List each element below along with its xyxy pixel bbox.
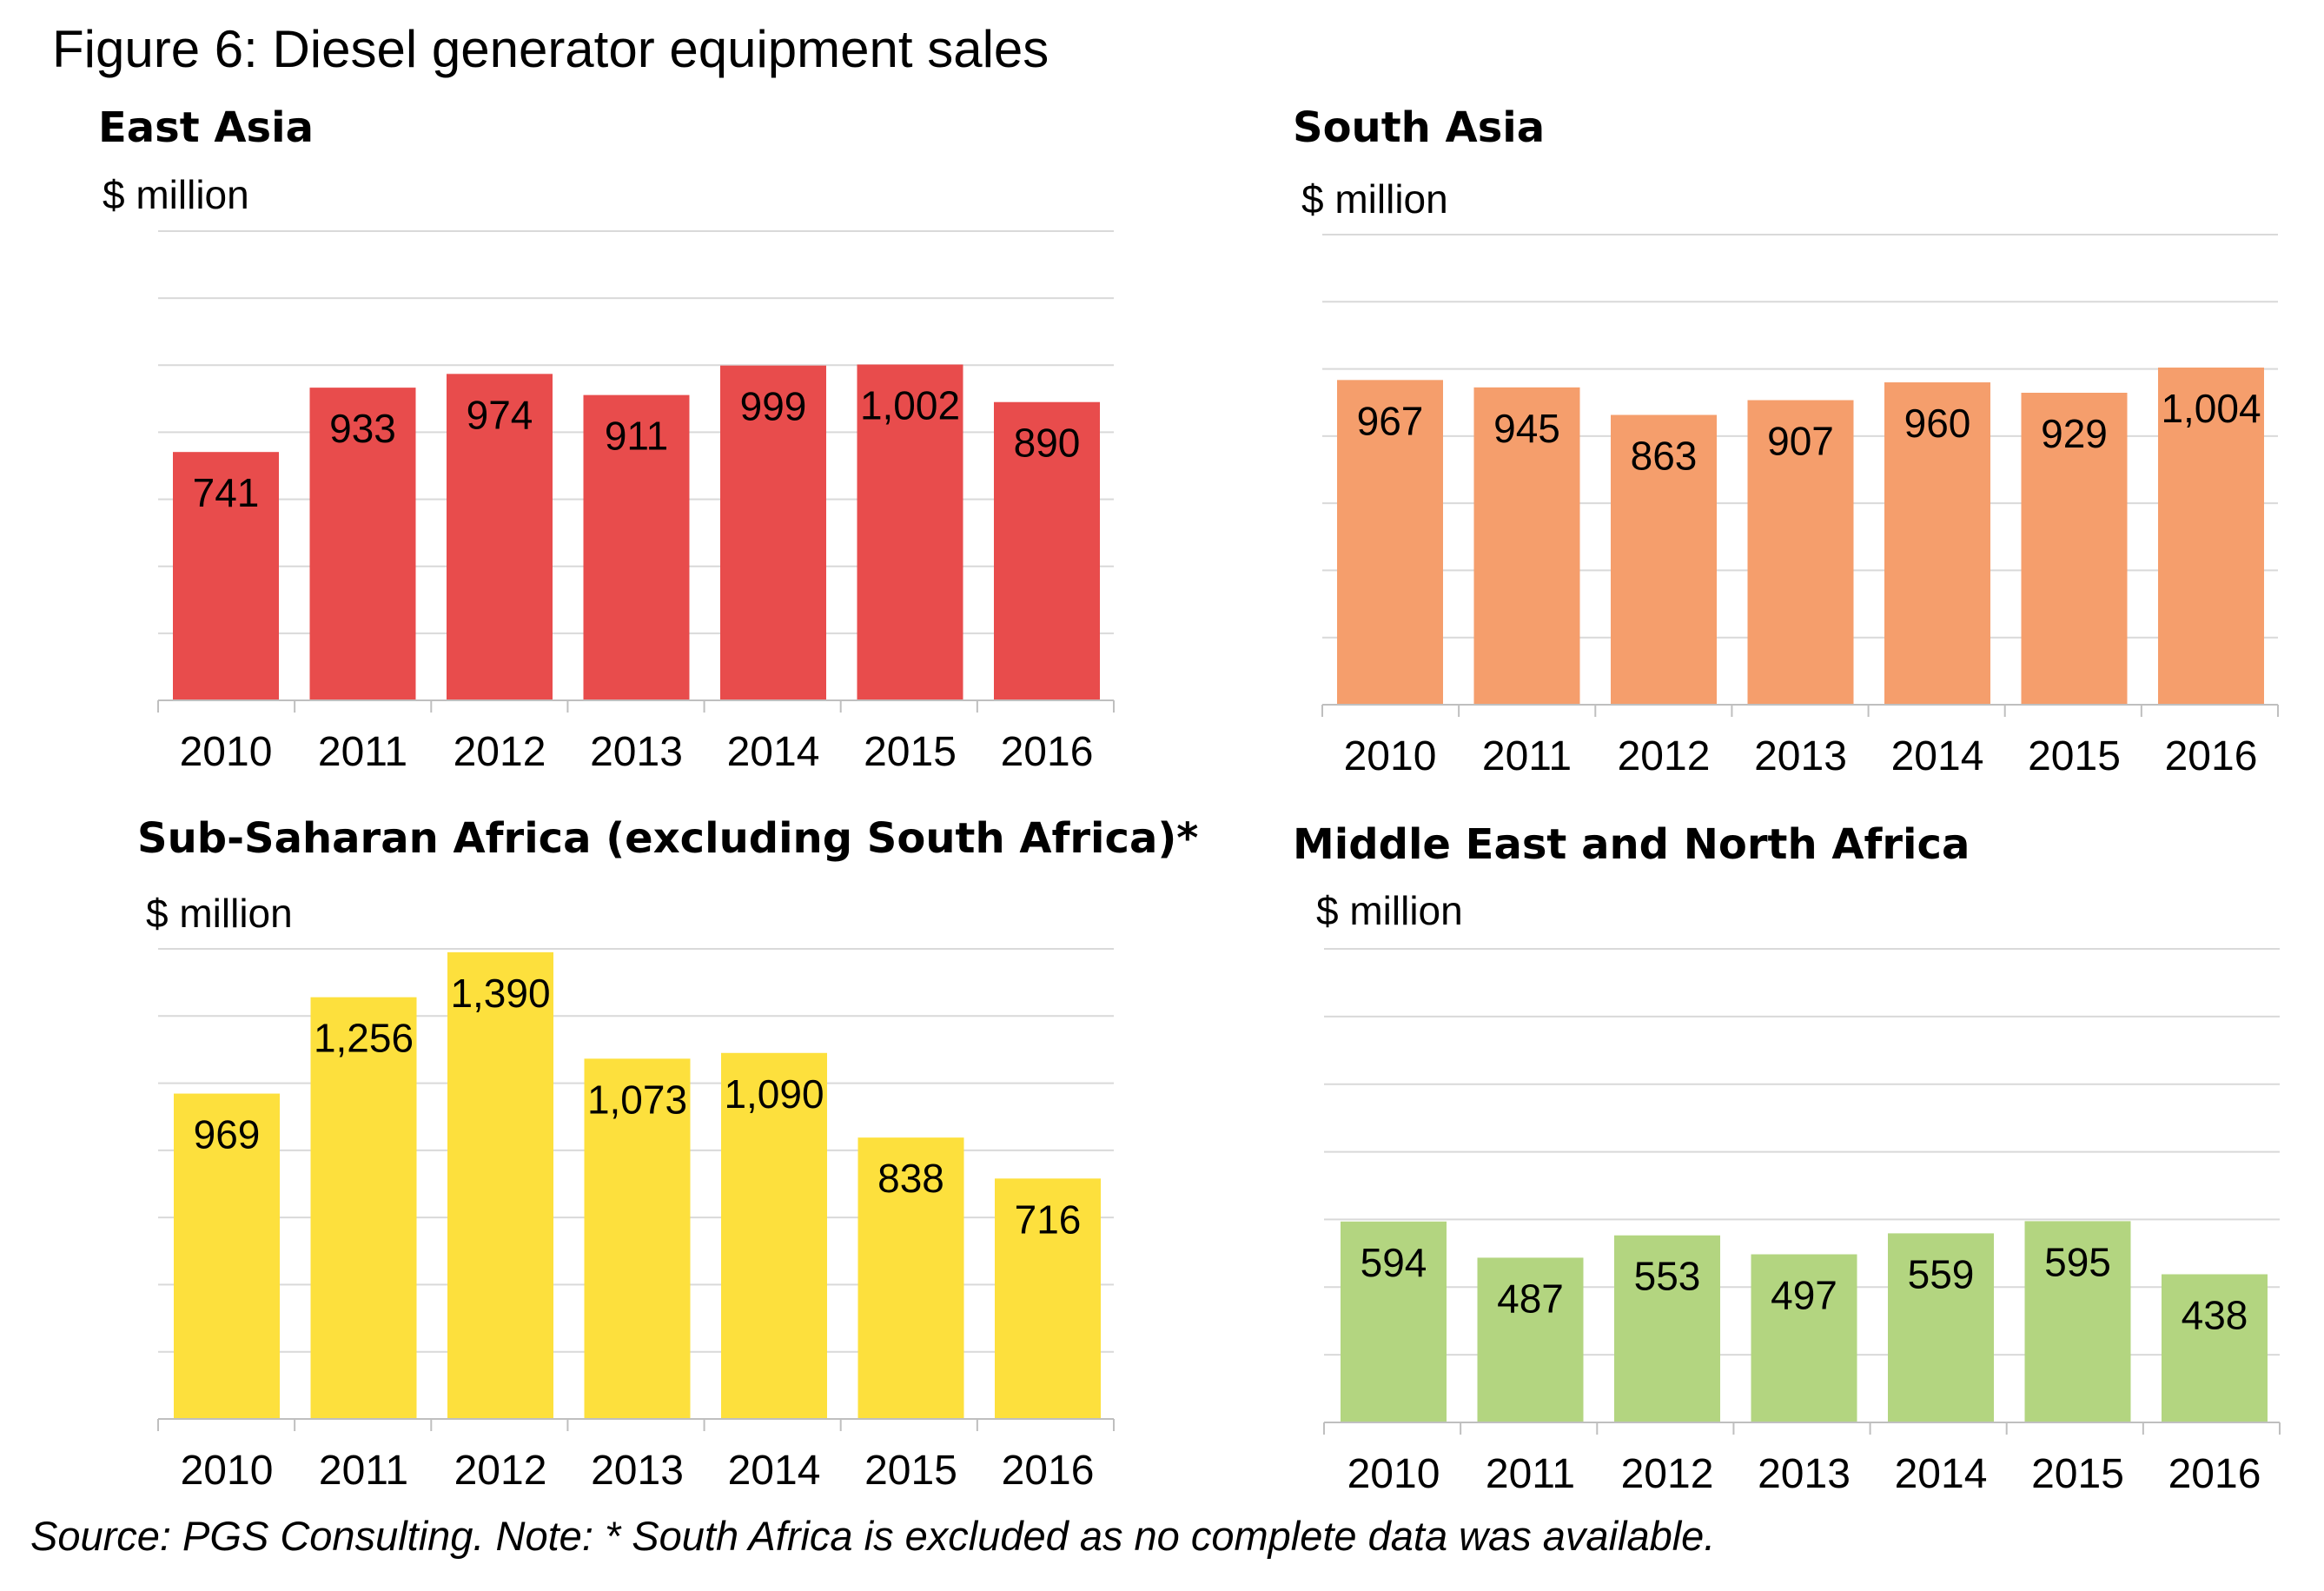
data-label: 999 [740,384,807,429]
x-tick-label: 2013 [591,1448,684,1494]
data-label: 1,004 [2161,386,2261,431]
x-tick-label: 2010 [1347,1451,1440,1497]
panel-title: Middle East and North Africa [1293,820,1970,869]
bar-2010 [174,1093,280,1419]
data-label: 487 [1497,1276,1564,1321]
data-label: 438 [2182,1292,2248,1337]
bar-2014 [720,365,826,700]
x-tick-label: 2010 [180,729,273,775]
x-tick-label: 2015 [2028,733,2121,779]
bar-2013 [1751,1254,1857,1422]
bar-2015 [2021,393,2128,705]
y-axis-unit-label: $ million [1301,176,1448,222]
data-label: 741 [193,470,260,515]
bar-2012 [447,951,553,1419]
data-label: 929 [2041,411,2108,456]
bar-2011 [309,388,416,700]
data-label: 890 [1014,421,1081,466]
panel-title: South Asia [1293,103,1545,152]
bar-2013 [1747,400,1854,705]
bar-2012 [1614,1235,1720,1422]
figure-title: Figure 6: Diesel generator equipment sal… [52,20,1049,78]
bar-2012 [447,374,553,700]
x-tick-label: 2016 [1001,729,1094,775]
y-axis-unit-label: $ million [103,172,249,217]
x-tick-label: 2015 [2031,1451,2124,1497]
x-tick-label: 2012 [1621,1451,1714,1497]
x-tick-label: 2011 [1482,733,1572,779]
y-axis-unit-label: $ million [146,891,293,936]
x-tick-label: 2011 [1486,1451,1575,1497]
bar-2016 [994,401,1100,700]
x-tick-label: 2012 [454,1448,547,1494]
data-label: 716 [1015,1197,1082,1242]
bar-2013 [584,1058,691,1419]
data-label: 945 [1493,406,1560,451]
data-label: 911 [605,414,668,459]
panel-title: Sub-Saharan Africa (excluding South Afri… [137,814,1198,863]
x-tick-label: 2016 [1002,1448,1095,1494]
y-axis-unit-label: $ million [1316,888,1463,933]
bar-2010 [173,452,279,700]
x-tick-label: 2016 [2165,733,2258,779]
bar-2010 [1341,1221,1447,1422]
x-tick-label: 2010 [1344,733,1437,779]
panel-title: East Asia [98,103,314,152]
bar-2010 [1337,380,1443,705]
x-tick-label: 2016 [2168,1451,2261,1497]
data-label: 907 [1767,419,1834,464]
data-label: 969 [194,1112,261,1157]
data-label: 595 [2044,1239,2111,1284]
x-tick-label: 2015 [864,1448,957,1494]
data-label: 933 [329,406,396,451]
x-tick-label: 2012 [454,729,546,775]
x-tick-label: 2013 [1754,733,1847,779]
data-label: 967 [1357,398,1424,443]
x-tick-label: 2014 [1891,733,1984,779]
bar-2011 [1477,1257,1584,1422]
x-tick-label: 2014 [727,729,820,775]
bar-2011 [1473,387,1580,705]
bar-2014 [721,1052,827,1419]
x-tick-label: 2011 [318,729,407,775]
bar-2013 [583,394,690,700]
bar-2016 [2162,1274,2268,1422]
data-label: 863 [1631,434,1698,479]
x-tick-label: 2013 [1758,1451,1851,1497]
x-tick-label: 2014 [1895,1451,1988,1497]
bar-2012 [1611,414,1717,705]
x-tick-label: 2015 [864,729,957,775]
bar-2015 [857,1137,964,1419]
x-tick-label: 2012 [1618,733,1711,779]
bar-2015 [857,364,963,700]
bar-2015 [2024,1221,2131,1422]
bar-2011 [310,997,417,1419]
x-tick-label: 2010 [181,1448,274,1494]
bar-2014 [1884,382,1990,705]
bar-2016 [2158,368,2264,705]
bar-2016 [995,1178,1101,1419]
data-label: 1,073 [587,1077,687,1122]
bar-2014 [1888,1233,1994,1422]
data-label: 1,002 [860,383,960,428]
data-label: 497 [1771,1273,1837,1318]
data-label: 974 [467,392,533,437]
x-tick-label: 2013 [590,729,683,775]
x-tick-label: 2011 [319,1448,408,1494]
data-label: 559 [1908,1251,1975,1296]
data-label: 1,090 [724,1071,824,1117]
data-label: 960 [1904,401,1971,446]
data-label: 594 [1361,1240,1427,1285]
data-label: 838 [877,1156,944,1201]
data-label: 1,390 [450,971,550,1016]
source-note: Source: PGS Consulting. Note: * South Af… [30,1513,1716,1559]
x-tick-label: 2014 [728,1448,821,1494]
data-label: 1,256 [314,1016,414,1061]
data-label: 553 [1634,1254,1701,1299]
